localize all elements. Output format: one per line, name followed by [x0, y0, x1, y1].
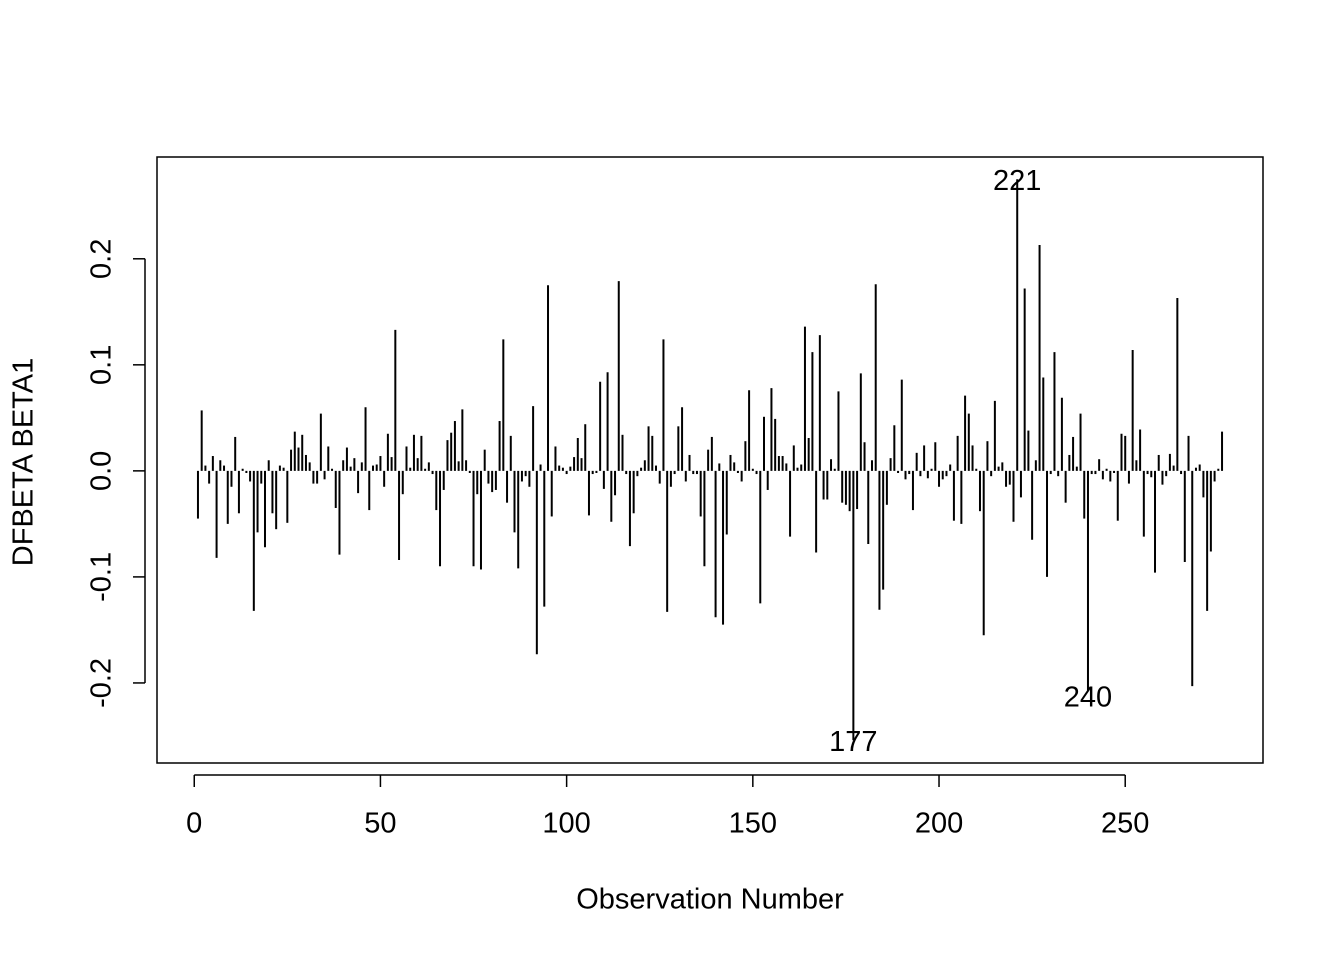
annotation: 240 — [1064, 682, 1112, 714]
x-tick-label: 100 — [542, 808, 590, 840]
y-tick-label: 0.2 — [86, 239, 118, 279]
x-tick-label: 250 — [1101, 808, 1149, 840]
x-tick-label: 150 — [729, 808, 777, 840]
y-tick-label: 0.1 — [86, 345, 118, 385]
y-tick-label: 0.0 — [86, 451, 118, 491]
y-tick-label: -0.2 — [86, 658, 118, 708]
y-tick-label: -0.1 — [86, 552, 118, 602]
y-axis-label: DFBETA BETA1 — [8, 358, 40, 566]
annotation: 221 — [993, 165, 1041, 197]
x-tick-label: 200 — [915, 808, 963, 840]
plot-frame — [156, 156, 1264, 764]
annotation: 177 — [829, 726, 877, 758]
x-axis-label: Observation Number — [576, 884, 844, 916]
x-tick-label: 0 — [186, 808, 202, 840]
x-tick-label: 50 — [364, 808, 396, 840]
